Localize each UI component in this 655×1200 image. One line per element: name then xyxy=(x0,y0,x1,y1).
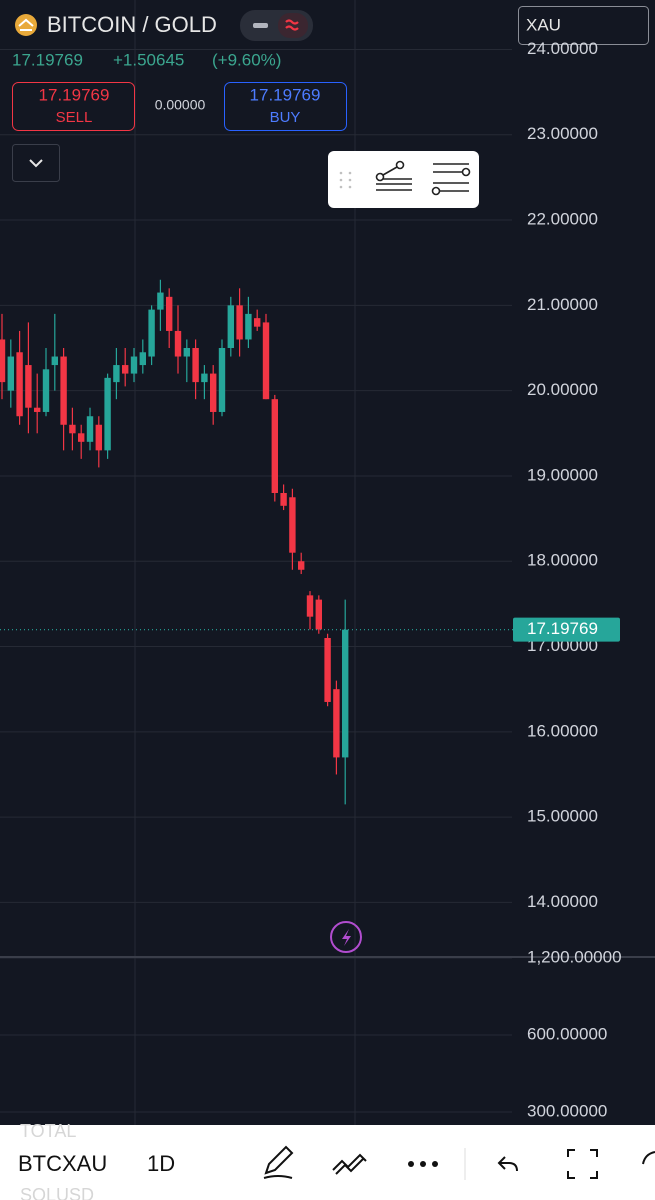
logo-glyph xyxy=(18,18,34,31)
candle-body xyxy=(157,292,164,310)
price-change: +1.50645 xyxy=(113,50,184,69)
y-tick-label: 22.00000 xyxy=(527,210,598,229)
candle-body xyxy=(113,365,120,383)
price-change-pct: (+9.60%) xyxy=(212,50,281,69)
buy-label: BUY xyxy=(270,109,301,126)
partial-icon[interactable] xyxy=(642,1151,655,1165)
collapse-button[interactable] xyxy=(12,144,60,182)
status-icon xyxy=(253,23,268,28)
candle-body xyxy=(342,629,349,758)
y-tick-label: 16.00000 xyxy=(527,721,598,740)
candle-body xyxy=(174,330,182,357)
status-icon xyxy=(285,19,299,31)
buy-price: 17.19769 xyxy=(250,85,321,104)
y-tick-label: 1,200.00000 xyxy=(527,947,622,966)
trend-tool-icon[interactable] xyxy=(375,160,412,191)
candle-body xyxy=(34,407,41,412)
drag-handle xyxy=(339,171,352,189)
candle-body xyxy=(25,365,32,408)
y-tick-label: 14.00000 xyxy=(527,892,598,911)
candle-body xyxy=(280,493,287,506)
last-price-tag xyxy=(513,617,620,642)
candle-body xyxy=(227,305,234,348)
candle-body xyxy=(16,352,23,417)
y-tick-label: 24.00000 xyxy=(527,39,598,58)
search-text[interactable]: XAU xyxy=(526,15,561,34)
events-button[interactable] xyxy=(330,921,362,953)
sell-button[interactable] xyxy=(12,82,135,131)
candle-body xyxy=(166,296,173,331)
candle-body xyxy=(271,399,278,493)
candle-body xyxy=(210,373,217,412)
candle-body xyxy=(201,373,208,383)
symbol-button[interactable]: BTCXAU xyxy=(18,1151,107,1176)
y-tick-label: 20.00000 xyxy=(527,380,598,399)
y-tick-label: 600.00000 xyxy=(527,1025,607,1044)
buy-button[interactable] xyxy=(224,82,347,131)
candle-body xyxy=(78,433,85,442)
candle-body xyxy=(148,309,155,357)
candle-body xyxy=(122,365,129,374)
lines-tool-icon[interactable] xyxy=(431,163,471,196)
candle-body xyxy=(298,561,305,570)
candle-body xyxy=(7,356,14,391)
last-price: 17.19769 xyxy=(12,50,83,69)
indicators-button[interactable] xyxy=(332,1153,367,1175)
plot xyxy=(0,279,513,805)
draw-button[interactable] xyxy=(263,1145,294,1179)
spread: 0.00000 xyxy=(155,97,206,113)
y-tick-label: 18.00000 xyxy=(527,551,598,570)
candle-body xyxy=(104,377,111,451)
ghost-symbol: SOLUSD xyxy=(20,1185,94,1200)
candle-body xyxy=(0,339,6,383)
candle-body xyxy=(130,356,138,374)
fullscreen-button[interactable] xyxy=(567,1149,598,1179)
sell-label: SELL xyxy=(56,109,93,126)
candle-body xyxy=(324,638,331,702)
y-tick-label: 23.00000 xyxy=(527,124,598,143)
more-button[interactable] xyxy=(408,1161,438,1167)
candle-body xyxy=(139,352,146,366)
candle-body xyxy=(306,595,314,617)
sell-price: 17.19769 xyxy=(39,85,110,104)
candle-body xyxy=(86,416,94,442)
interval-button[interactable]: 1D xyxy=(147,1151,175,1176)
candle-body xyxy=(183,348,190,357)
candle-body xyxy=(51,356,58,366)
y-tick-label: 21.00000 xyxy=(527,295,598,314)
candle-body xyxy=(42,369,50,412)
undo-button[interactable] xyxy=(497,1156,518,1172)
symbol-search[interactable] xyxy=(518,6,649,45)
y-tick-label: 300.00000 xyxy=(527,1102,607,1121)
candle-body xyxy=(245,313,252,340)
y-tick-label: 15.00000 xyxy=(527,807,598,826)
candle-body xyxy=(69,424,76,434)
ghost-symbol: TOTAL xyxy=(20,1121,76,1141)
candle-body xyxy=(289,497,296,553)
candle-body xyxy=(60,356,67,425)
candle-body xyxy=(236,305,243,340)
last-price-label: 17.19769 xyxy=(527,619,598,638)
candle-body xyxy=(315,599,322,630)
candle-body xyxy=(192,348,199,383)
y-tick-label: 19.00000 xyxy=(527,465,598,484)
candle-body xyxy=(218,348,226,412)
bottom-toolbar xyxy=(0,1125,655,1200)
candle-body xyxy=(333,689,340,758)
status-icon-bg xyxy=(278,13,308,38)
chevron-icon xyxy=(29,159,43,168)
symbol-title[interactable]: BITCOIN / GOLD xyxy=(47,12,217,37)
candle-body xyxy=(262,322,270,400)
lightning-icon xyxy=(342,929,351,946)
candle-body xyxy=(95,424,102,451)
candle-body xyxy=(254,318,261,327)
symbol-logo xyxy=(15,14,37,36)
